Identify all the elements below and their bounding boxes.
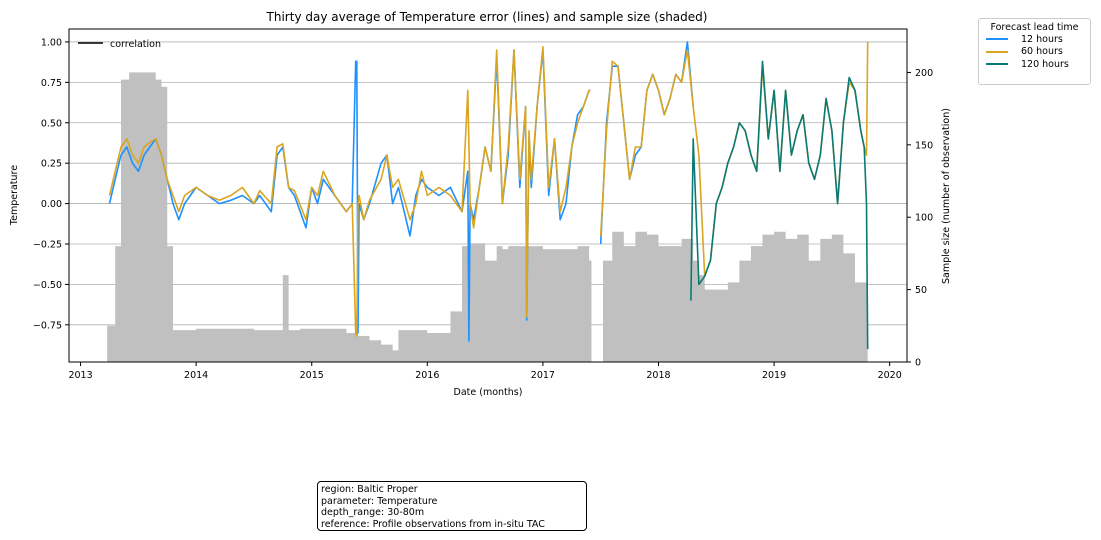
legend-swatch-60h xyxy=(986,50,1008,53)
gridlines xyxy=(69,41,907,326)
y-tick-label-0: 1.00 xyxy=(41,37,62,48)
y-tick-label-3: 0.25 xyxy=(41,159,62,170)
series-line-2 xyxy=(108,45,591,337)
x-axis: 2013 2014 2015 2016 2017 2018 2019 2020 xyxy=(68,362,902,381)
x-tick-label-5: 2018 xyxy=(646,370,670,381)
y2-tick-label-0: 200 xyxy=(915,68,933,79)
x-axis-label: Date (months) xyxy=(454,387,523,398)
correlation-legend: correlation xyxy=(78,39,161,50)
x-tick-label-0: 2013 xyxy=(68,370,92,381)
legend-label-60h: 60 hours xyxy=(1021,46,1063,58)
x-tick-label-2: 2015 xyxy=(300,370,324,381)
y-tick-label-4: 0.00 xyxy=(41,199,62,210)
sample-size-bars xyxy=(107,72,868,362)
series-line-1 xyxy=(599,41,694,245)
y2-tick-label-3: 50 xyxy=(915,285,927,296)
legend-entry-12h: 12 hours xyxy=(986,33,1090,46)
info-depth-range: depth_range: 30-80m xyxy=(321,507,425,518)
forecast-legend-title: Forecast lead time xyxy=(990,22,1079,33)
series-line-4 xyxy=(690,60,869,350)
y-tick-label-5: −0.25 xyxy=(33,239,62,250)
y2-tick-label-2: 100 xyxy=(915,213,933,224)
error-lines xyxy=(108,41,869,350)
y-tick-label-2: 0.50 xyxy=(41,118,62,129)
forecast-legend: Forecast lead time 12 hours 60 hours 120… xyxy=(978,18,1091,85)
x-tick-label-6: 2019 xyxy=(762,370,786,381)
y-axis-right: 200 150 100 50 0 xyxy=(907,68,933,369)
y-tick-label-1: 0.75 xyxy=(41,78,62,89)
legend-label-120h: 120 hours xyxy=(1021,58,1069,70)
info-parameter: parameter: Temperature xyxy=(321,495,438,507)
y-axis-label: Temperature xyxy=(9,165,20,226)
y2-tick-label-4: 0 xyxy=(915,358,921,369)
y-axis-left: 1.00 0.75 0.50 0.25 0.00 −0.25 −0.50 −0.75 xyxy=(33,37,69,331)
y2-tick-label-1: 150 xyxy=(915,140,933,151)
x-tick-label-1: 2014 xyxy=(184,370,208,381)
plot-frame xyxy=(68,28,908,363)
legend-entry-120h: 120 hours xyxy=(986,58,1090,71)
legend-swatch-120h xyxy=(986,63,1008,66)
info-reference: reference: Profile observations from in-… xyxy=(321,518,545,530)
sample-size-area xyxy=(107,72,868,362)
y-tick-label-6: −0.50 xyxy=(33,280,62,291)
legend-swatch-12h xyxy=(986,38,1008,41)
y2-axis-label: Sample size (number of observation) xyxy=(941,108,952,284)
x-tick-label-3: 2016 xyxy=(415,370,439,381)
info-region: region: Baltic Proper xyxy=(321,484,418,495)
legend-entry-60h: 60 hours xyxy=(986,46,1090,59)
x-tick-label-7: 2020 xyxy=(878,370,902,381)
legend-label-12h: 12 hours xyxy=(1021,33,1063,45)
chart-title: Thirty day average of Temperature error … xyxy=(266,10,708,24)
info-box: region: Baltic Proper parameter: Tempera… xyxy=(317,481,587,531)
correlation-legend-label: correlation xyxy=(110,39,161,50)
y-tick-label-7: −0.75 xyxy=(33,320,62,331)
x-tick-label-4: 2017 xyxy=(531,370,555,381)
